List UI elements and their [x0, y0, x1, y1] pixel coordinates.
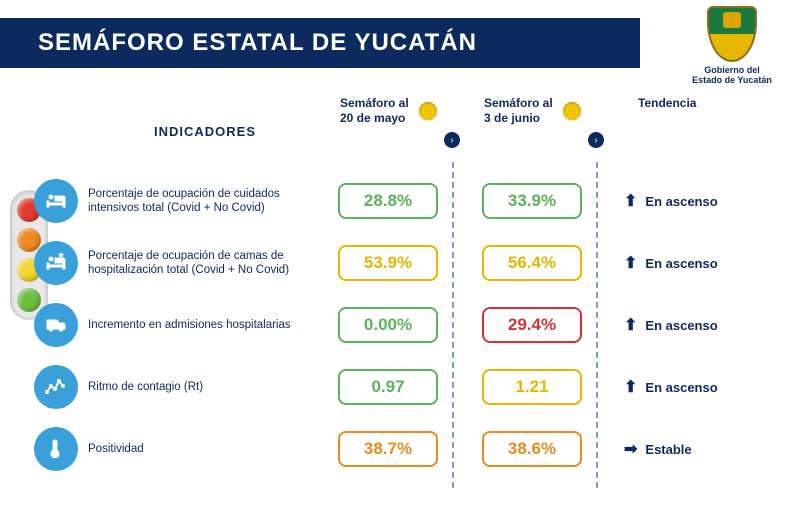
arrow-divider-2: › — [588, 132, 604, 148]
indicator-label: Positividad — [88, 442, 316, 456]
arrow-up-icon: ⬆ — [624, 191, 637, 211]
indicator-rows: Porcentaje de ocupación de cuidados inte… — [24, 170, 776, 480]
trend-cell: ⬆ En ascenso — [604, 377, 718, 397]
trend-label: En ascenso — [645, 380, 717, 395]
col-header-1: Semáforo al 20 de mayo — [340, 96, 484, 126]
bed-icon — [34, 179, 78, 223]
value-box: 53.9% — [338, 245, 438, 281]
value-box: 33.9% — [482, 183, 582, 219]
value-jun3: 29.4% — [460, 307, 604, 343]
col1-label: Semáforo al 20 de mayo — [340, 96, 409, 126]
trend-label: En ascenso — [645, 194, 717, 209]
trend-cell: ⬆ En ascenso — [604, 253, 718, 273]
value-box: 56.4% — [482, 245, 582, 281]
value-box: 29.4% — [482, 307, 582, 343]
value-box: 1.21 — [482, 369, 582, 405]
content: Semáforo al 20 de mayo Semáforo al 3 de … — [0, 78, 800, 480]
trend-label: En ascenso — [645, 256, 717, 271]
value-jun3: 33.9% — [460, 183, 604, 219]
value-box: 38.7% — [338, 431, 438, 467]
indicator-row: Ritmo de contagio (Rt) 0.97 1.21 ⬆ En ascens… — [24, 356, 776, 418]
indicator-icon-cell — [24, 241, 88, 285]
value-may20: 53.9% — [316, 245, 460, 281]
trend-label: En ascenso — [645, 318, 717, 333]
value-jun3: 56.4% — [460, 245, 604, 281]
header: SEMÁFORO ESTATAL DE YUCATÁN Gobierno del… — [0, 0, 800, 78]
indicator-label: Ritmo de contagio (Rt) — [88, 380, 316, 394]
indicator-icon-cell — [24, 427, 88, 471]
trend-label: Estable — [645, 442, 691, 457]
col-header-trend: Tendencia — [628, 96, 696, 126]
shield-icon — [707, 6, 757, 62]
ambulance-icon — [34, 303, 78, 347]
col1-status-dot — [419, 102, 437, 120]
indicator-label: Porcentaje de ocupación de camas de hosp… — [88, 249, 316, 278]
value-box: 0.00% — [338, 307, 438, 343]
page-title: SEMÁFORO ESTATAL DE YUCATÁN — [38, 29, 477, 57]
value-may20: 0.00% — [316, 307, 460, 343]
indicator-label: Porcentaje de ocupación de cuidados inte… — [88, 187, 316, 216]
arrow-up-icon: ⬆ — [624, 315, 637, 335]
chart-icon — [34, 365, 78, 409]
indicator-row: Porcentaje de ocupación de camas de hosp… — [24, 232, 776, 294]
col2-label: Semáforo al 3 de junio — [484, 96, 553, 126]
trend-cell: ➡ Estable — [604, 439, 692, 459]
indicator-row: Incremento en admisiones hospitalarias 0.… — [24, 294, 776, 356]
indicator-label: Incremento en admisiones hospitalarias — [88, 318, 316, 332]
value-may20: 38.7% — [316, 431, 460, 467]
indicator-row: Positividad 38.7% 38.6% ➡ Estable — [24, 418, 776, 480]
arrow-up-icon: ⬆ — [624, 377, 637, 397]
arrow-up-icon: ⬆ — [624, 253, 637, 273]
thermometer-icon — [34, 427, 78, 471]
title-bar: SEMÁFORO ESTATAL DE YUCATÁN — [0, 18, 640, 68]
trend-cell: ⬆ En ascenso — [604, 191, 718, 211]
value-jun3: 38.6% — [460, 431, 604, 467]
indicator-icon-cell — [24, 303, 88, 347]
indicator-icon-cell — [24, 365, 88, 409]
trend-cell: ⬆ En ascenso — [604, 315, 718, 335]
value-box: 0.97 — [338, 369, 438, 405]
indicators-label: INDICADORES — [154, 124, 256, 139]
column-headers: Semáforo al 20 de mayo Semáforo al 3 de … — [340, 96, 776, 126]
indicator-row: Porcentaje de ocupación de cuidados inte… — [24, 170, 776, 232]
value-may20: 28.8% — [316, 183, 460, 219]
arrow-divider-1: › — [444, 132, 460, 148]
bed-star-icon — [34, 241, 78, 285]
value-jun3: 1.21 — [460, 369, 604, 405]
arrow-right-icon: ➡ — [624, 439, 637, 459]
value-may20: 0.97 — [316, 369, 460, 405]
col2-status-dot — [563, 102, 581, 120]
indicator-icon-cell — [24, 179, 88, 223]
col-header-2: Semáforo al 3 de junio — [484, 96, 628, 126]
gov-logo: Gobierno del Estado de Yucatán — [682, 6, 782, 86]
value-box: 28.8% — [338, 183, 438, 219]
value-box: 38.6% — [482, 431, 582, 467]
